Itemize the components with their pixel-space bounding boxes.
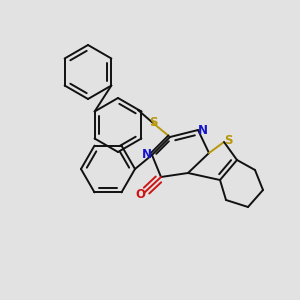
Text: S: S: [224, 134, 232, 146]
Text: N: N: [198, 124, 208, 136]
Text: N: N: [142, 148, 152, 161]
Text: S: S: [149, 116, 157, 128]
Text: O: O: [135, 188, 145, 200]
